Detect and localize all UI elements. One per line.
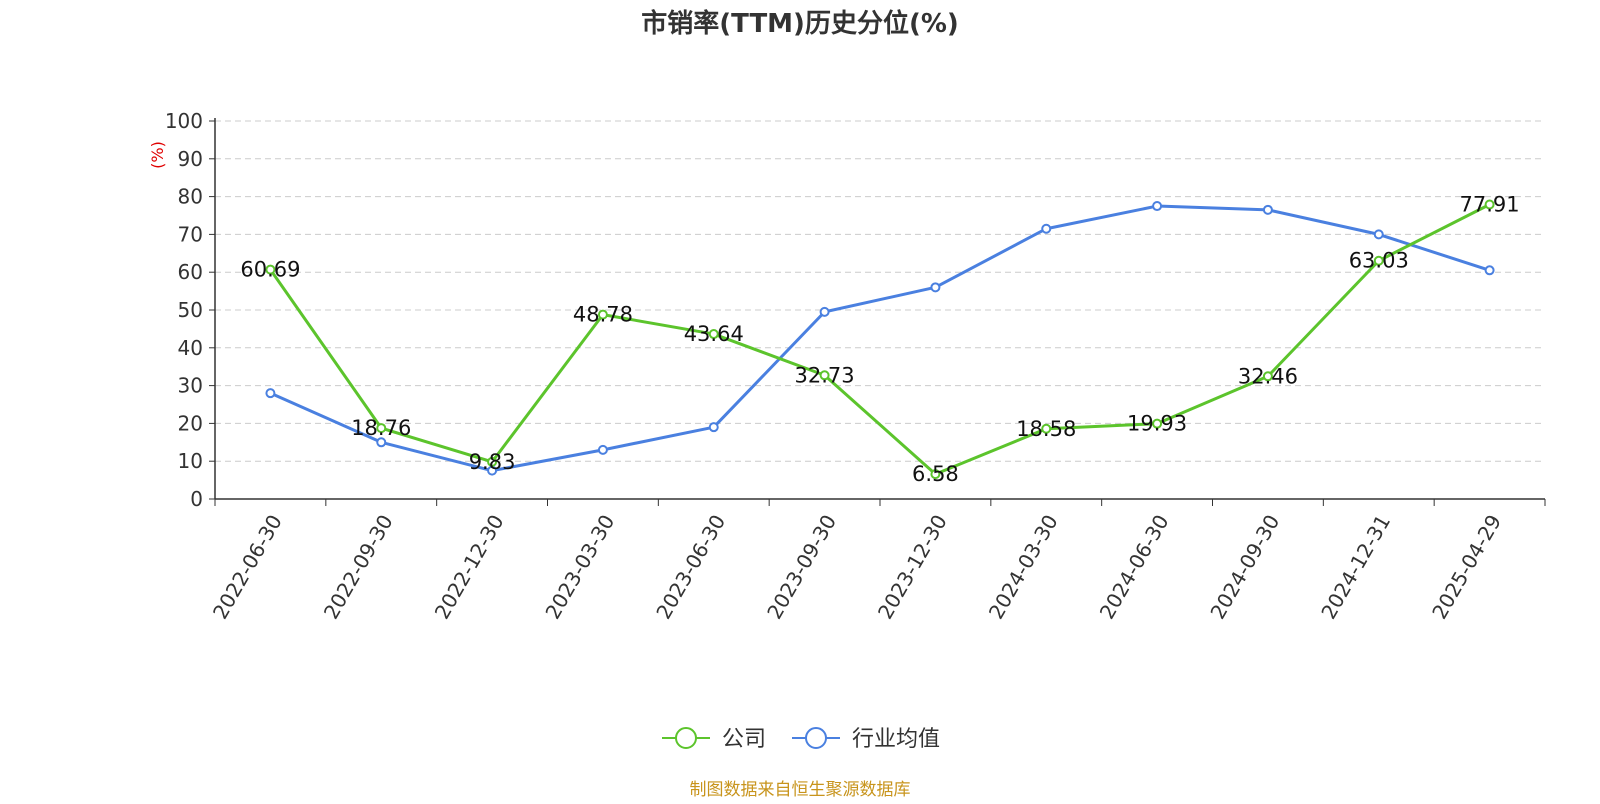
data-point — [930, 282, 941, 293]
data-label: 32.73 — [795, 363, 855, 387]
y-axis-unit: (%) — [148, 141, 167, 169]
data-point — [1484, 265, 1495, 276]
axes: 0 10 20 30 40 50 60 70 80 90 100 2022-06-30 2022-09-… — [165, 109, 1546, 624]
data-label: 43.64 — [684, 322, 744, 346]
data-label: 63.03 — [1349, 249, 1409, 273]
x-tick-label: 2022-06-30 — [208, 511, 287, 624]
y-tick-label: 70 — [178, 222, 203, 246]
data-point — [597, 309, 608, 320]
data-point — [376, 437, 387, 448]
data-label: 48.78 — [573, 303, 633, 327]
legend-label: 行业均值 — [852, 727, 940, 752]
data-point — [708, 329, 719, 340]
series-line — [269, 204, 1491, 473]
data-point — [1262, 204, 1273, 215]
legend-marker — [675, 727, 697, 749]
data-point — [487, 456, 498, 467]
data-point — [1373, 255, 1384, 266]
series-line — [269, 203, 1491, 476]
data-point — [930, 469, 941, 480]
y-tick-label: 0 — [190, 487, 203, 511]
legend-label: 公司 — [722, 727, 766, 752]
data-point — [1041, 423, 1052, 434]
data-label: 18.76 — [351, 416, 411, 440]
data-label: 18.58 — [1016, 417, 1076, 441]
x-tick-label: 2024-03-30 — [984, 511, 1063, 624]
data-point — [1152, 201, 1163, 212]
data-point — [819, 306, 830, 317]
data-point — [708, 422, 719, 433]
data-point — [1152, 418, 1163, 429]
x-tick-label: 2025-04-29 — [1427, 511, 1506, 624]
y-tick-label: 90 — [178, 147, 203, 171]
x-tick-label: 2024-06-30 — [1095, 511, 1174, 624]
data-point — [265, 264, 276, 275]
data-point — [1041, 223, 1052, 234]
chart-title: 市销率(TTM)历史分位(%) — [641, 8, 959, 39]
data-point — [1373, 229, 1384, 240]
data-label: 6.58 — [912, 462, 959, 486]
x-tick-label: 2023-06-30 — [651, 511, 730, 624]
x-tick-label: 2023-03-30 — [540, 511, 619, 624]
y-tick-label: 50 — [178, 298, 203, 322]
data-point — [265, 388, 276, 399]
x-tick-label: 2022-12-30 — [430, 511, 509, 624]
legend-marker — [805, 727, 827, 749]
y-tick-label: 80 — [178, 185, 203, 209]
x-tick-label: 2023-12-30 — [873, 511, 952, 624]
data-label: 77.91 — [1460, 193, 1520, 217]
legend[interactable]: 公司 行业均值 — [662, 727, 940, 752]
data-label: 19.93 — [1127, 412, 1187, 436]
data-point — [819, 370, 830, 381]
y-tick-label: 30 — [178, 374, 203, 398]
y-tick-label: 10 — [178, 449, 203, 473]
data-point — [376, 423, 387, 434]
data-source-note: 制图数据来自恒生聚源数据库 — [690, 780, 911, 800]
data-labels: 60.69 18.76 9.83 48.78 43.64 32.73 6.58 18.58 19… — [240, 193, 1519, 487]
x-tick-label: 2024-09-30 — [1205, 511, 1284, 624]
y-tick-label: 60 — [178, 260, 203, 284]
x-tick-label: 2022-09-30 — [319, 511, 398, 624]
y-tick-label: 100 — [165, 109, 203, 133]
data-point — [1262, 371, 1273, 382]
data-label: 32.46 — [1238, 364, 1298, 388]
x-tick-label: 2024-12-31 — [1316, 511, 1395, 624]
data-label: 9.83 — [469, 450, 516, 474]
data-label: 60.69 — [240, 258, 300, 282]
y-tick-label: 20 — [178, 411, 203, 435]
y-tick-label: 40 — [178, 336, 203, 360]
series-lines — [265, 199, 1495, 480]
x-tick-label: 2023-09-30 — [762, 511, 841, 624]
data-point — [1484, 199, 1495, 210]
grid-lines — [215, 120, 1545, 462]
data-point — [597, 444, 608, 455]
